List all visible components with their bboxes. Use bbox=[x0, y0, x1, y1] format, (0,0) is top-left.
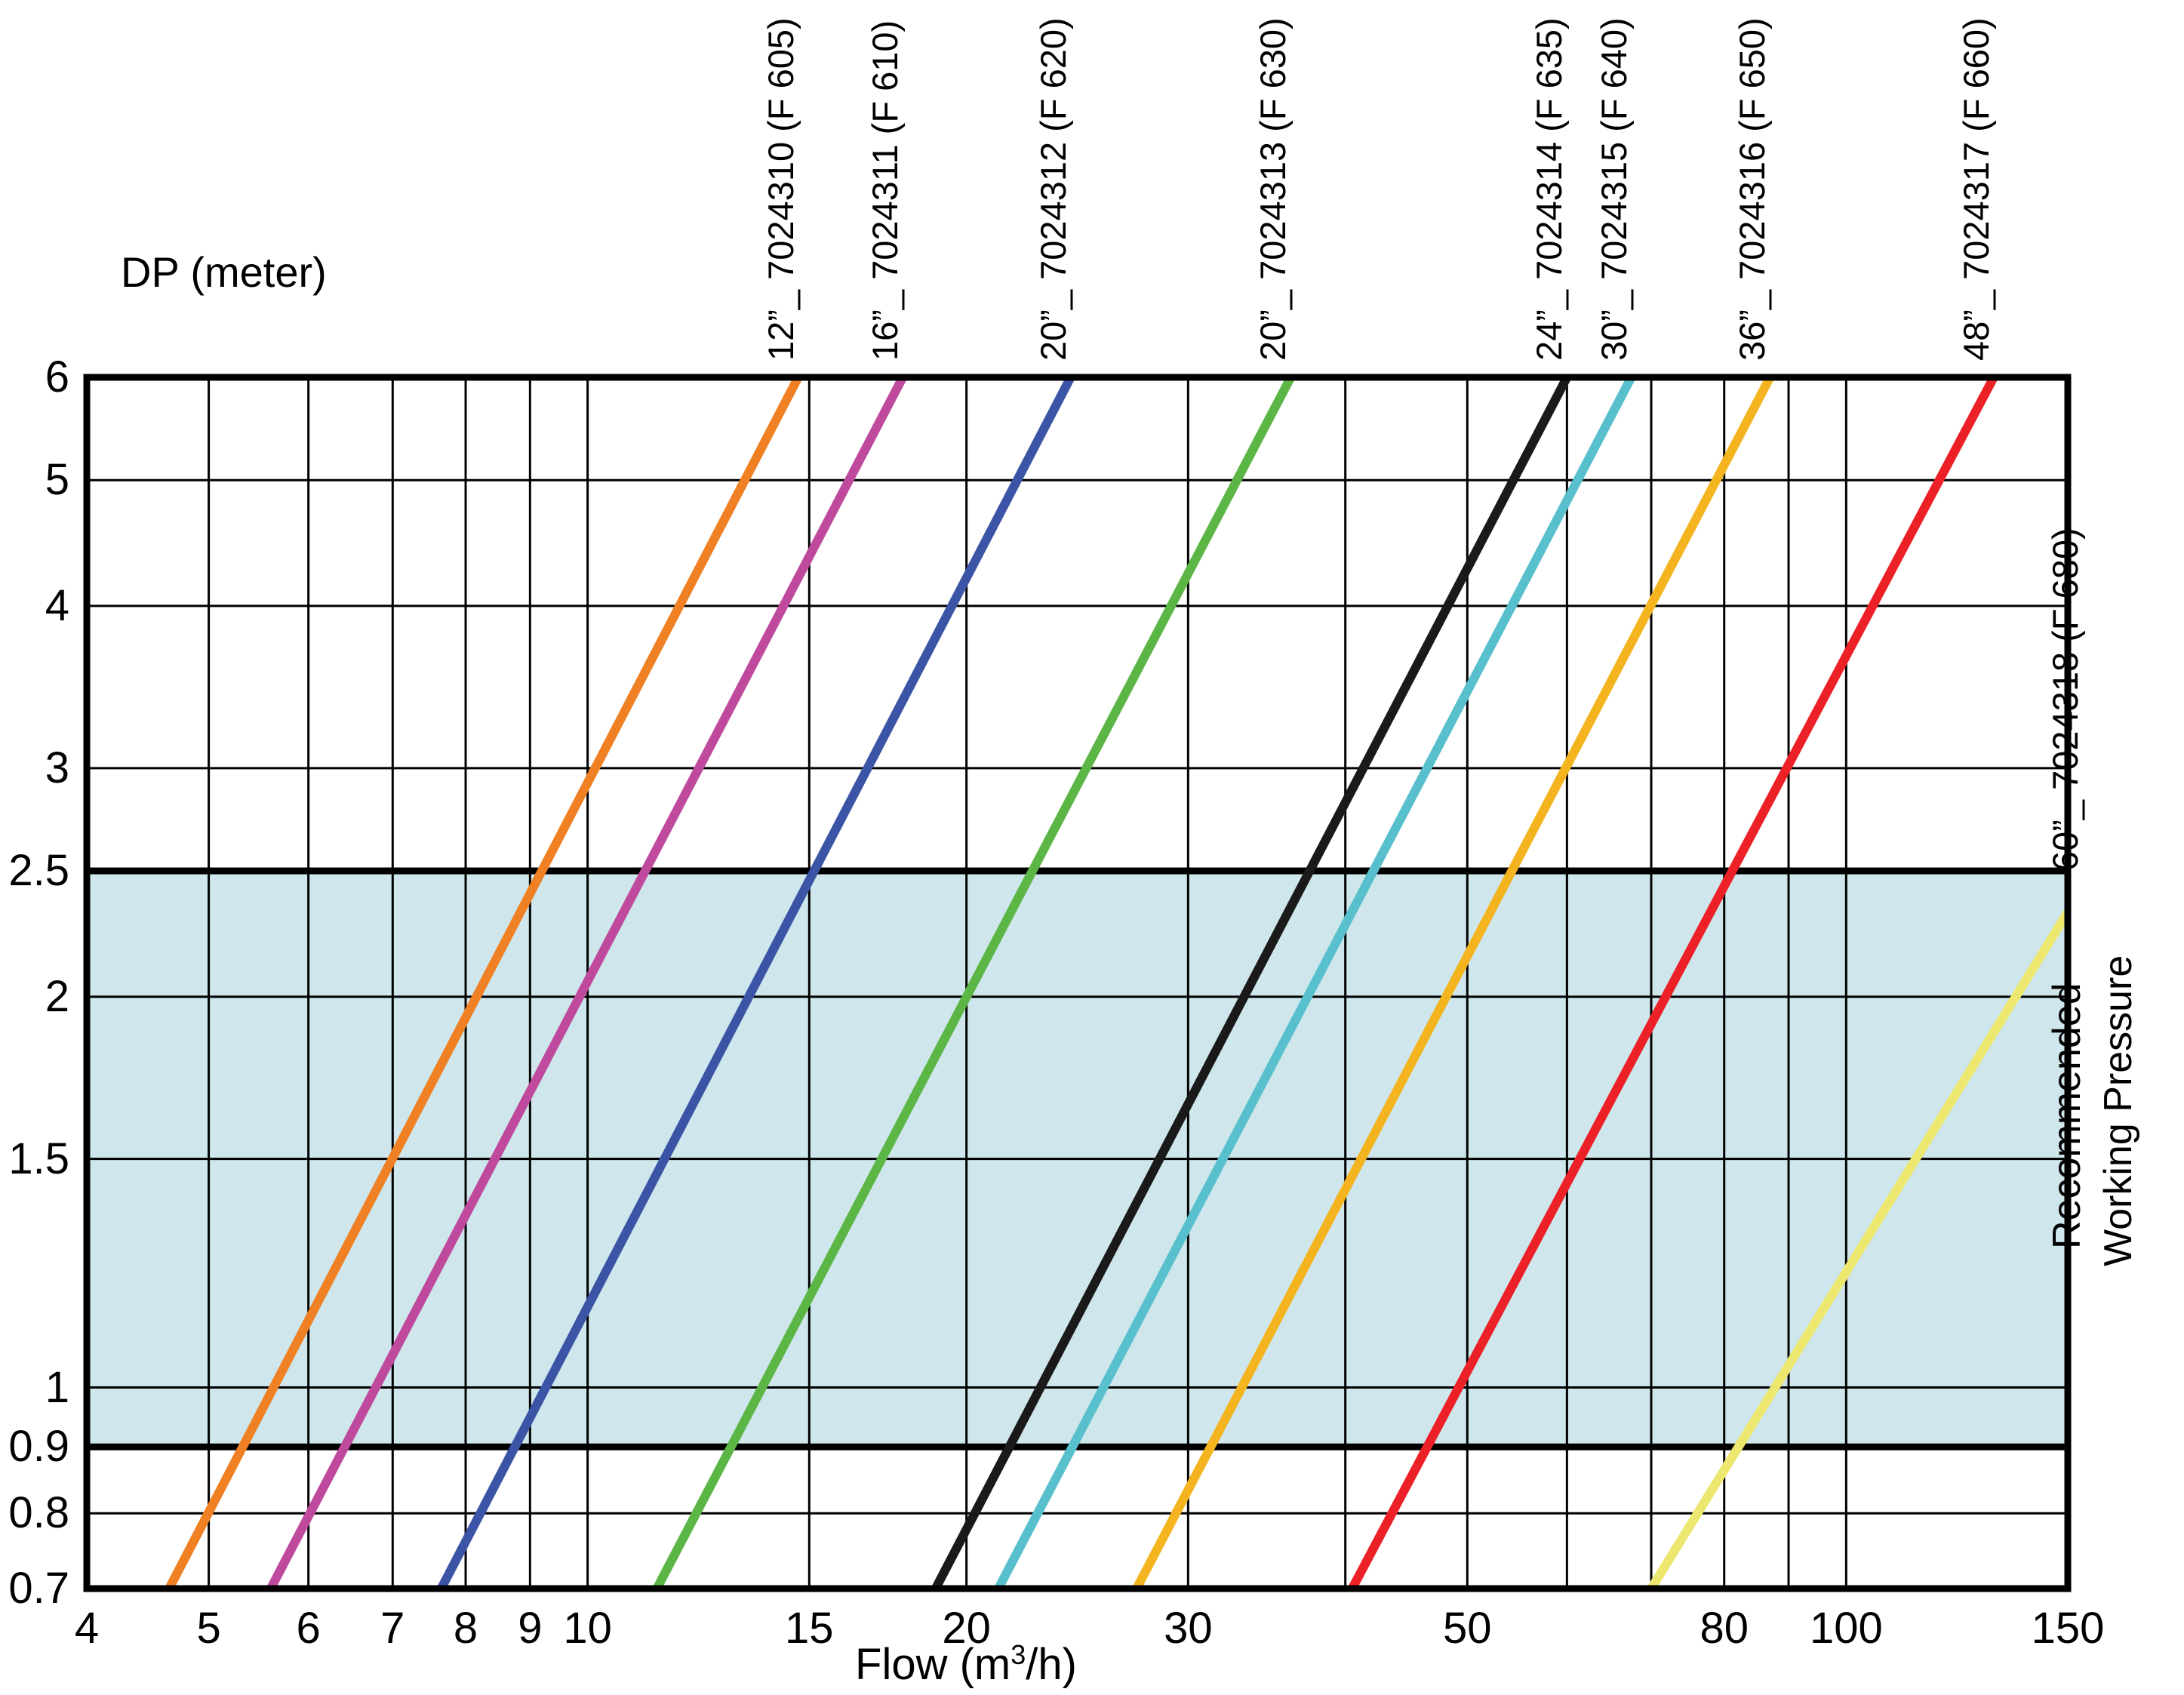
x-tick-label: 15 bbox=[785, 1604, 834, 1653]
y-axis-title: DP (meter) bbox=[121, 248, 327, 296]
y-tick-label: 2 bbox=[45, 971, 69, 1021]
series-line-5 bbox=[931, 377, 1571, 1589]
x-tick-label: 50 bbox=[1443, 1604, 1492, 1653]
band-label-working-pressure: Working Pressure bbox=[2096, 955, 2140, 1266]
series-label: 20”_ 7024313 (F 630) bbox=[1253, 17, 1293, 361]
series-line-3 bbox=[437, 377, 1075, 1589]
y-tick-label: 0.7 bbox=[8, 1564, 69, 1613]
series-line-2 bbox=[266, 377, 907, 1589]
y-tick-label: 1.5 bbox=[8, 1134, 69, 1183]
y-tick-label: 1 bbox=[45, 1362, 69, 1412]
series-line-1 bbox=[165, 377, 803, 1589]
x-tick-label: 4 bbox=[74, 1604, 100, 1653]
x-tick-label: 150 bbox=[2031, 1604, 2105, 1653]
y-tick-label: 6 bbox=[45, 352, 69, 401]
series-label: 30”_ 7024315 (F 640) bbox=[1593, 17, 1634, 361]
x-tick-label: 80 bbox=[1700, 1604, 1749, 1653]
band-label-recommended: Recommended bbox=[2045, 983, 2089, 1249]
x-axis-title: Flow (m3/h) bbox=[823, 1639, 1109, 1690]
series-label: 24”_ 7024314 (F 635) bbox=[1529, 17, 1570, 361]
y-tick-label: 5 bbox=[45, 455, 69, 505]
series-label: 60”_ 7024318 (F 680) bbox=[2045, 527, 2085, 871]
y-tick-label: 2.5 bbox=[8, 846, 69, 896]
x-tick-label: 100 bbox=[1809, 1604, 1883, 1653]
x-tick-label: 5 bbox=[196, 1604, 221, 1653]
x-tick-label: 20 bbox=[942, 1604, 991, 1653]
y-tick-label: 3 bbox=[45, 743, 69, 792]
plot-border bbox=[83, 374, 2072, 1592]
x-tick-label: 6 bbox=[296, 1604, 321, 1653]
series-label: 20”_ 7024312 (F 620) bbox=[1032, 17, 1073, 361]
x-tick-label: 10 bbox=[563, 1604, 612, 1653]
y-tick-label: 0.8 bbox=[8, 1488, 69, 1538]
x-tick-label: 8 bbox=[453, 1604, 478, 1653]
series-line-9 bbox=[1647, 903, 2068, 1589]
y-tick-label: 0.9 bbox=[8, 1422, 69, 1472]
x-tick-label: 30 bbox=[1164, 1604, 1213, 1653]
x-axis-title-text: Flow (m bbox=[855, 1640, 1011, 1689]
x-axis-title-unit: /h) bbox=[1026, 1640, 1077, 1689]
x-tick-label: 7 bbox=[380, 1604, 405, 1653]
y-tick-label: 4 bbox=[45, 580, 69, 630]
series-label: 12”_ 7024310 (F 605) bbox=[760, 17, 801, 361]
series-line-8 bbox=[1348, 377, 1998, 1589]
series-line-7 bbox=[1132, 377, 1774, 1589]
series-label: 16”_ 7024311 (F 610) bbox=[865, 20, 906, 361]
series-line-4 bbox=[653, 377, 1295, 1589]
x-tick-label: 9 bbox=[518, 1604, 543, 1653]
series-label: 48”_ 7024317 (F 660) bbox=[1955, 17, 1996, 361]
x-axis-title-superscript: 3 bbox=[1010, 1639, 1026, 1670]
series-label: 36”_ 7024316 (F 650) bbox=[1732, 17, 1773, 361]
series-line-6 bbox=[994, 377, 1635, 1589]
